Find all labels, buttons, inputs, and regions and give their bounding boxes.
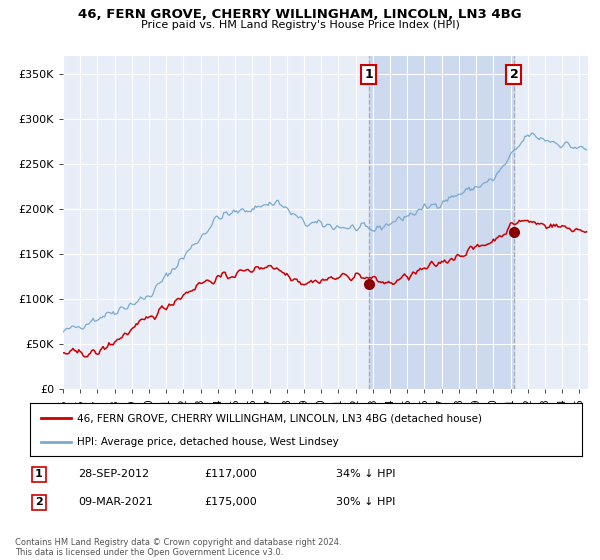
Text: 46, FERN GROVE, CHERRY WILLINGHAM, LINCOLN, LN3 4BG (detached house): 46, FERN GROVE, CHERRY WILLINGHAM, LINCO… (77, 413, 482, 423)
Text: Contains HM Land Registry data © Crown copyright and database right 2024.
This d: Contains HM Land Registry data © Crown c… (15, 538, 341, 557)
Text: 2: 2 (35, 497, 43, 507)
Text: 1: 1 (364, 68, 373, 81)
Text: 09-MAR-2021: 09-MAR-2021 (78, 497, 153, 507)
Text: £117,000: £117,000 (204, 469, 257, 479)
Text: 34% ↓ HPI: 34% ↓ HPI (336, 469, 395, 479)
Text: 1: 1 (35, 469, 43, 479)
Text: 46, FERN GROVE, CHERRY WILLINGHAM, LINCOLN, LN3 4BG: 46, FERN GROVE, CHERRY WILLINGHAM, LINCO… (78, 8, 522, 21)
Text: Price paid vs. HM Land Registry's House Price Index (HPI): Price paid vs. HM Land Registry's House … (140, 20, 460, 30)
Text: £175,000: £175,000 (204, 497, 257, 507)
Bar (368, 56, 514, 389)
Text: 2: 2 (509, 68, 518, 81)
Text: 28-SEP-2012: 28-SEP-2012 (78, 469, 149, 479)
Text: 30% ↓ HPI: 30% ↓ HPI (336, 497, 395, 507)
Text: HPI: Average price, detached house, West Lindsey: HPI: Average price, detached house, West… (77, 436, 338, 446)
